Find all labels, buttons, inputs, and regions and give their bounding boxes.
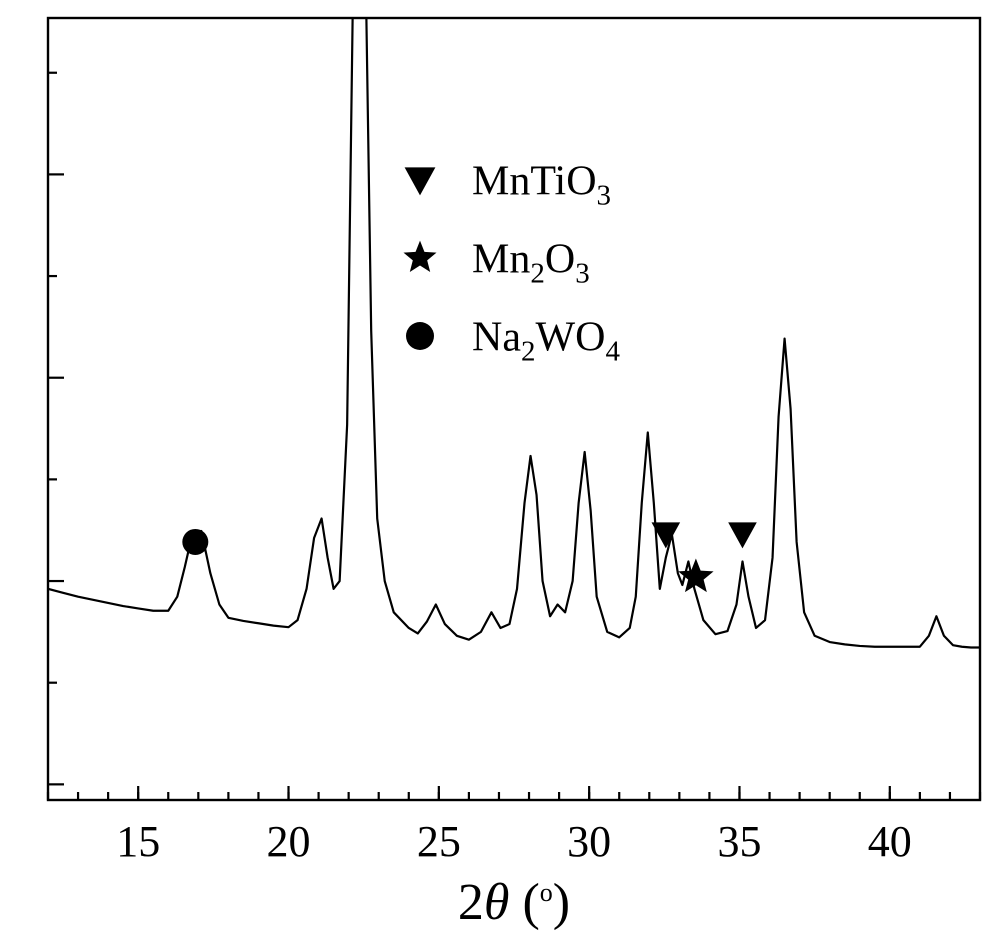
xrd-chart: 1520253035402θ (o)MnTiO3Mn2O3Na2WO4: [0, 0, 1000, 941]
svg-text:35: 35: [717, 817, 761, 866]
svg-text:30: 30: [567, 817, 611, 866]
svg-text:40: 40: [868, 817, 912, 866]
svg-text:20: 20: [267, 817, 311, 866]
svg-text:Na2WO4: Na2WO4: [472, 315, 620, 368]
chart-svg: 1520253035402θ (o)MnTiO3Mn2O3Na2WO4: [0, 0, 1000, 941]
svg-text:25: 25: [417, 817, 461, 866]
svg-text:15: 15: [116, 817, 160, 866]
svg-text:2θ (o): 2θ (o): [458, 874, 570, 931]
svg-text:MnTiO3: MnTiO3: [472, 159, 611, 212]
